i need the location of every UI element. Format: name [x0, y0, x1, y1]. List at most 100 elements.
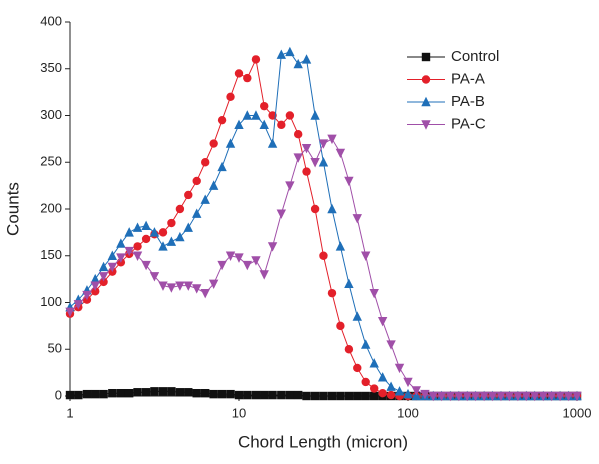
marker: [277, 390, 286, 400]
y-tick-label: 350: [40, 60, 62, 75]
marker: [369, 288, 379, 299]
marker: [352, 214, 362, 224]
marker: [301, 54, 312, 64]
marker: [386, 340, 396, 350]
x-tick-label: 1: [66, 405, 73, 420]
marker: [361, 339, 371, 349]
marker: [504, 391, 515, 402]
marker: [175, 204, 185, 214]
marker: [192, 208, 202, 218]
marker: [293, 153, 303, 163]
marker: [167, 387, 176, 396]
marker: [496, 391, 506, 402]
marker: [90, 273, 100, 284]
marker: [192, 388, 201, 398]
marker: [302, 167, 311, 176]
marker: [353, 363, 362, 373]
marker: [260, 390, 269, 400]
marker: [403, 377, 413, 388]
marker: [318, 157, 329, 167]
marker: [99, 277, 108, 287]
series: [65, 46, 582, 401]
marker: [277, 120, 286, 130]
marker: [318, 139, 329, 149]
marker: [411, 386, 422, 396]
x-tick-label: 1000: [563, 405, 592, 420]
y-tick-label: 100: [40, 294, 62, 309]
y-tick-label: 50: [48, 341, 62, 356]
marker: [98, 261, 109, 272]
marker: [276, 49, 287, 59]
marker: [98, 272, 109, 282]
marker: [132, 251, 143, 261]
marker: [377, 317, 388, 327]
marker: [208, 180, 219, 190]
marker: [436, 391, 447, 402]
marker: [353, 391, 362, 401]
legend-entry: PA-C: [407, 115, 486, 132]
marker: [487, 391, 498, 402]
marker: [386, 390, 396, 400]
legend-text: Control: [451, 48, 499, 65]
legend-entry: PA-A: [407, 70, 485, 87]
marker: [421, 120, 431, 130]
marker: [141, 220, 151, 231]
marker: [319, 251, 328, 260]
marker: [175, 281, 185, 291]
marker: [310, 391, 320, 401]
marker: [133, 242, 142, 251]
legend-entry: Control: [407, 48, 499, 65]
marker: [335, 148, 346, 159]
marker: [285, 46, 295, 57]
marker: [377, 372, 388, 382]
marker: [209, 139, 218, 148]
marker: [421, 75, 431, 84]
marker: [201, 388, 210, 398]
y-tick-label: 150: [40, 247, 62, 262]
marker: [175, 231, 185, 242]
marker: [192, 284, 202, 294]
marker: [141, 234, 151, 244]
marker: [336, 391, 345, 401]
marker: [538, 391, 548, 402]
marker: [394, 386, 405, 396]
marker: [226, 92, 235, 102]
marker: [65, 307, 75, 318]
marker: [285, 181, 295, 191]
marker: [327, 134, 337, 145]
marker: [285, 111, 295, 120]
marker: [167, 218, 176, 228]
marker: [158, 387, 168, 396]
marker: [344, 278, 354, 288]
marker: [200, 288, 210, 299]
marker: [91, 389, 100, 399]
marker: [267, 242, 278, 252]
marker: [183, 281, 193, 291]
marker: [361, 251, 371, 261]
marker: [268, 390, 277, 400]
marker: [530, 391, 540, 402]
marker: [208, 279, 219, 289]
marker: [201, 158, 210, 167]
marker: [107, 262, 118, 273]
marker: [74, 390, 83, 400]
marker: [420, 389, 430, 400]
marker: [344, 176, 354, 187]
marker: [184, 190, 193, 200]
marker: [242, 110, 253, 120]
marker: [479, 391, 489, 402]
marker: [251, 110, 261, 120]
x-tick-label: 100: [397, 405, 419, 420]
marker: [251, 390, 261, 400]
y-tick-label: 0: [55, 387, 62, 402]
marker: [259, 270, 269, 280]
x-tick-label: 10: [232, 405, 246, 420]
marker: [327, 203, 337, 214]
marker: [65, 390, 75, 400]
marker: [225, 251, 236, 261]
marker: [259, 119, 269, 130]
marker: [378, 388, 387, 398]
y-tick-label: 400: [40, 13, 62, 28]
y-tick-label: 200: [40, 200, 62, 215]
marker: [141, 388, 151, 397]
